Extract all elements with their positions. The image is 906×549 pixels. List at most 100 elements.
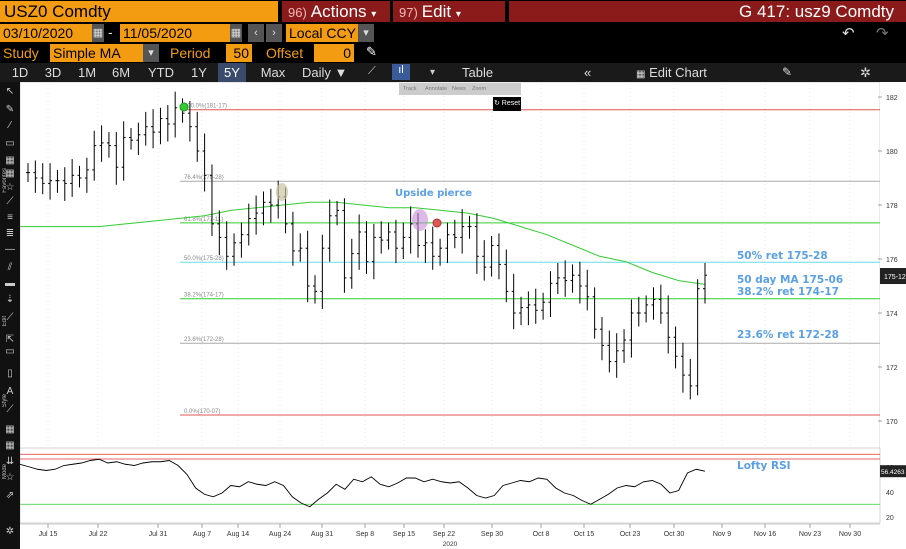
timeframe-5y[interactable]: 5Y bbox=[218, 63, 246, 82]
chevron-down-icon[interactable]: ▾ bbox=[143, 44, 159, 62]
currency-field[interactable]: Local CCY bbox=[286, 24, 370, 42]
study-field[interactable]: Simple MA bbox=[50, 44, 143, 62]
hline-icon[interactable]: — bbox=[5, 244, 15, 255]
timeframe-3d[interactable]: 3D bbox=[44, 65, 62, 80]
grid-icon[interactable]: ▦ bbox=[5, 168, 15, 179]
channel-icon[interactable]: ⫽ bbox=[7, 262, 13, 273]
ruler-icon[interactable]: ▬ bbox=[5, 278, 15, 289]
line-chart-icon[interactable]: ⟋ bbox=[368, 65, 376, 77]
grid-icon[interactable]: ▦ bbox=[5, 155, 15, 166]
undo-icon[interactable]: ↶ bbox=[842, 25, 855, 42]
ohlc-bar bbox=[695, 279, 700, 396]
pin-icon[interactable]: ⇊ bbox=[5, 456, 15, 467]
security-field[interactable]: USZ0 Comdty bbox=[0, 1, 278, 22]
text-icon[interactable]: ≡ bbox=[7, 212, 13, 223]
chevron-left-icon[interactable]: ‹ bbox=[248, 24, 264, 42]
edit-menu[interactable]: 97) Edit ▾ bbox=[393, 1, 505, 22]
star-icon[interactable]: ☆ bbox=[5, 182, 15, 193]
ohlc-bar bbox=[401, 222, 406, 259]
line-icon[interactable]: ⟋ bbox=[6, 196, 14, 207]
grid-icon[interactable]: ▦ bbox=[5, 440, 15, 451]
cursor-icon[interactable]: ⇱ bbox=[5, 334, 15, 345]
timeframe-1d[interactable]: 1D bbox=[11, 65, 29, 80]
start-date-field[interactable]: 03/10/2020 bbox=[0, 24, 92, 42]
ohlc-bar bbox=[511, 273, 516, 330]
time-axis-tick-label: Sep 22 bbox=[433, 531, 455, 538]
a-icon[interactable]: A bbox=[6, 386, 14, 397]
time-axis-tick-label: Jul 22 bbox=[89, 531, 108, 538]
ohlc-bar bbox=[40, 163, 45, 195]
ohlc-bar bbox=[570, 264, 575, 293]
trend-icon[interactable]: ⟋ bbox=[6, 312, 14, 323]
ohlc-bar bbox=[430, 226, 435, 270]
timeframe-max[interactable]: Max bbox=[260, 65, 286, 80]
star-icon[interactable]: ☆ bbox=[5, 472, 15, 483]
chevron-down-icon[interactable]: ▾ bbox=[430, 67, 436, 78]
ohlc-bar bbox=[548, 271, 553, 318]
highlight-circle bbox=[412, 209, 428, 231]
redo-icon[interactable]: ↷ bbox=[876, 25, 889, 42]
ohlc-bar bbox=[195, 111, 200, 162]
fib-icon[interactable]: ≣ bbox=[5, 228, 15, 239]
end-date-field[interactable]: 11/05/2020 bbox=[120, 24, 230, 42]
offset-field[interactable]: 0 bbox=[314, 44, 354, 62]
actions-menu[interactable]: 96) Actions ▾ bbox=[282, 1, 390, 22]
share-icon[interactable]: ⇗ bbox=[5, 490, 15, 501]
ohlc-bar bbox=[445, 222, 450, 264]
ohlc-bar bbox=[77, 165, 82, 188]
ohlc-bar bbox=[254, 195, 259, 235]
ohlc-bar bbox=[312, 275, 317, 304]
pencil-icon[interactable]: ✎ bbox=[366, 44, 377, 59]
mini-track-button[interactable]: Track bbox=[403, 86, 417, 92]
frequency-dropdown[interactable]: Daily ▼ bbox=[302, 65, 348, 80]
reset-button[interactable]: ↻ Reset bbox=[493, 97, 521, 111]
table-button[interactable]: Table bbox=[462, 65, 494, 80]
gear-icon[interactable]: ✲ bbox=[860, 65, 871, 80]
ohlc-bar bbox=[541, 292, 546, 320]
ohlc-bar bbox=[239, 222, 244, 258]
highlight-circle bbox=[276, 183, 288, 201]
calendar-icon[interactable]: ▦ bbox=[92, 24, 104, 42]
ohlc-bar bbox=[320, 234, 325, 309]
time-axis-tick-label: Sep 8 bbox=[356, 531, 374, 538]
chart-area[interactable]: 100.0%(181-17) 76.4%(178-28) 61.8%(177-11)… bbox=[20, 82, 906, 549]
time-axis-tick-label: Aug 14 bbox=[227, 531, 249, 538]
grid-icon[interactable]: ▦ bbox=[5, 424, 15, 435]
timeframe-1m[interactable]: 1M bbox=[77, 65, 97, 80]
ohlc-bar bbox=[673, 326, 678, 369]
ohlc-bar bbox=[99, 125, 104, 162]
collapse-icon[interactable]: « bbox=[584, 65, 592, 80]
pen-icon[interactable]: ✎ bbox=[5, 104, 15, 115]
ohlc-bar bbox=[114, 132, 119, 185]
gear-icon[interactable]: ✲ bbox=[5, 526, 15, 537]
time-axis-tick-label: Oct 23 bbox=[620, 531, 641, 538]
period-field[interactable]: 50 bbox=[226, 44, 252, 62]
calendar-icon[interactable]: ▦ bbox=[230, 24, 242, 42]
rect-icon[interactable]: ▭ bbox=[5, 138, 15, 149]
chevron-down-icon[interactable]: ▾ bbox=[358, 24, 374, 42]
timeframe-1y[interactable]: 1Y bbox=[191, 65, 207, 80]
chevron-right-icon[interactable]: › bbox=[266, 24, 282, 42]
mini-zoom-button[interactable]: Zoom bbox=[472, 86, 487, 92]
time-axis: Jul 15 Jul 22 Jul 31 Aug 7 Aug 14 Aug 24 Aug 3… bbox=[20, 523, 880, 548]
actions-number: 96) bbox=[288, 5, 307, 20]
price-grid bbox=[20, 82, 881, 522]
mini-annotate-button[interactable]: Annotate bbox=[425, 86, 448, 92]
ohlc-bar bbox=[438, 238, 443, 266]
price-axis: 182 180 178 176 174 172 170 175-12 bbox=[878, 82, 906, 549]
fib-level-label: 61.8%(177-11) bbox=[184, 217, 223, 223]
bar-chart-icon[interactable]: ıl bbox=[392, 64, 410, 80]
brush-icon[interactable]: ⁄ bbox=[9, 120, 11, 131]
box-icon[interactable]: ▭ bbox=[5, 346, 15, 357]
annotate-icon[interactable]: ✎ bbox=[782, 65, 793, 79]
timeframe-ytd[interactable]: YTD bbox=[148, 65, 174, 80]
time-axis-tick-label: Aug 31 bbox=[311, 531, 333, 538]
arrow-icon[interactable]: ↖ bbox=[5, 86, 15, 97]
arrow-down-icon[interactable]: ⇣ bbox=[5, 294, 15, 305]
line-icon[interactable]: ⟋ bbox=[6, 404, 14, 415]
note-icon[interactable]: ▯ bbox=[7, 368, 13, 379]
ohlc-bar bbox=[106, 132, 111, 158]
timeframe-6m[interactable]: 6M bbox=[111, 65, 131, 80]
mini-news-button[interactable]: News bbox=[452, 86, 466, 92]
edit-chart-button[interactable]: ▦ Edit Chart bbox=[636, 63, 707, 84]
